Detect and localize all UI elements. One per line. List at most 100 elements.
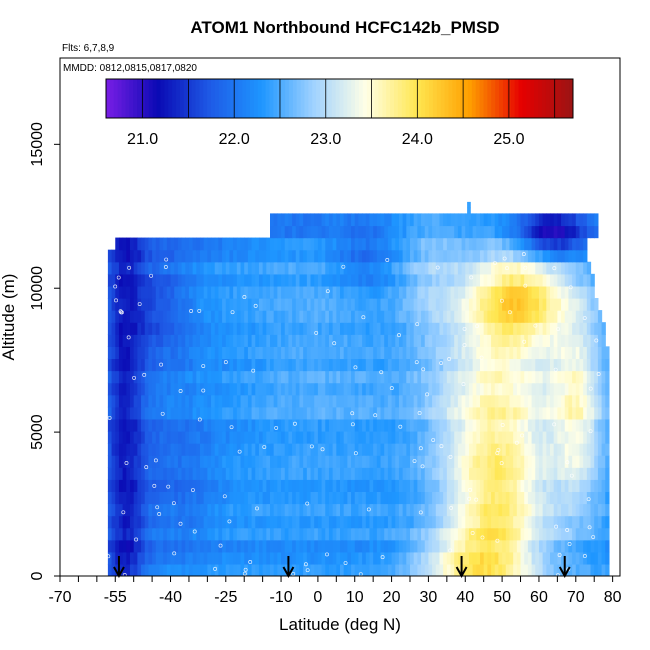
- field-cell: [391, 382, 396, 396]
- sample-marker: [553, 367, 558, 372]
- field-cell: [564, 515, 570, 529]
- field-cell: [281, 394, 286, 408]
- field-cell: [122, 285, 127, 299]
- field-cell: [203, 551, 208, 565]
- field-cell: [207, 298, 212, 311]
- field-cell: [207, 346, 212, 360]
- field-cell: [299, 334, 304, 347]
- field-cell: [575, 455, 581, 468]
- colorbar-segment: [292, 79, 298, 118]
- field-cell: [325, 551, 330, 565]
- field-cell: [579, 539, 584, 553]
- field-cell: [325, 455, 330, 468]
- field-cell: [343, 467, 348, 480]
- field-cell: [166, 539, 172, 553]
- field-cell: [244, 418, 249, 432]
- field-cell: [524, 213, 529, 227]
- field-cell: [561, 491, 566, 505]
- field-cell: [288, 346, 293, 360]
- field-cell: [258, 551, 264, 565]
- field-cell: [531, 418, 536, 432]
- field-cell: [483, 213, 488, 227]
- field-cell: [354, 358, 360, 372]
- field-cell: [468, 430, 474, 444]
- field-cell: [317, 527, 323, 541]
- field-cell: [586, 394, 592, 408]
- field-cell: [376, 418, 382, 432]
- field-cell: [295, 249, 301, 263]
- field-cell: [527, 551, 533, 565]
- field-cell: [192, 322, 197, 335]
- field-cell: [166, 310, 172, 323]
- field-cell: [295, 551, 301, 565]
- field-cell: [491, 443, 496, 456]
- field-cell: [527, 394, 533, 408]
- field-cell: [365, 334, 371, 347]
- field-cell: [118, 249, 124, 263]
- field-cell: [188, 322, 194, 335]
- field-cell: [410, 285, 415, 299]
- field-cell: [542, 479, 547, 492]
- field-cell: [159, 346, 164, 360]
- field-cell: [421, 334, 426, 347]
- field-cell: [222, 358, 227, 372]
- field-cell: [520, 370, 525, 384]
- field-cell: [380, 346, 385, 360]
- field-cell: [122, 322, 127, 335]
- field-cell: [166, 322, 172, 335]
- field-cell: [185, 394, 190, 408]
- field-cell: [413, 430, 418, 444]
- field-cell: [583, 225, 588, 239]
- field-cell: [277, 249, 282, 263]
- field-cell: [428, 334, 433, 347]
- field-cell: [491, 455, 496, 468]
- field-cell: [107, 430, 113, 444]
- field-cell: [306, 479, 312, 492]
- sample-marker: [189, 309, 194, 313]
- field-cell: [406, 443, 411, 456]
- field-cell: [402, 527, 407, 541]
- sample-marker: [552, 266, 557, 271]
- field-cell: [398, 322, 404, 335]
- field-cell: [373, 358, 378, 372]
- field-cell: [144, 237, 150, 251]
- field-cell: [236, 443, 242, 456]
- field-cell: [413, 467, 418, 480]
- field-cell: [454, 358, 459, 372]
- field-cell: [141, 322, 146, 335]
- field-cell: [535, 225, 540, 239]
- field-cell: [343, 273, 348, 287]
- field-cell: [601, 551, 606, 565]
- field-cell: [376, 298, 382, 311]
- field-cell: [122, 310, 127, 323]
- field-cell: [387, 394, 393, 408]
- field-cell: [413, 213, 418, 227]
- field-cell: [159, 443, 164, 456]
- field-cell: [118, 298, 124, 311]
- field-cell: [387, 382, 393, 396]
- field-cell: [185, 273, 190, 287]
- field-cell: [601, 467, 606, 480]
- field-cell: [468, 539, 474, 553]
- field-cell: [292, 563, 297, 576]
- field-cell: [594, 491, 599, 505]
- field-cell: [468, 406, 474, 420]
- field-cell: [450, 285, 455, 299]
- field-cell: [561, 527, 566, 541]
- colorbar-segment: [234, 79, 239, 118]
- field-cell: [321, 394, 326, 408]
- field-cell: [395, 394, 400, 408]
- field-cell: [605, 382, 610, 396]
- colorbar-segment: [242, 79, 247, 118]
- field-cell: [222, 563, 227, 576]
- field-cell: [118, 430, 124, 444]
- field-cell: [255, 539, 260, 553]
- field-cell: [579, 479, 584, 492]
- field-cell: [428, 527, 433, 541]
- sample-marker: [251, 368, 256, 373]
- field-cell: [188, 563, 194, 576]
- field-cell: [572, 503, 577, 517]
- field-cell: [299, 491, 304, 505]
- field-cell: [233, 527, 238, 541]
- field-cell: [527, 527, 533, 541]
